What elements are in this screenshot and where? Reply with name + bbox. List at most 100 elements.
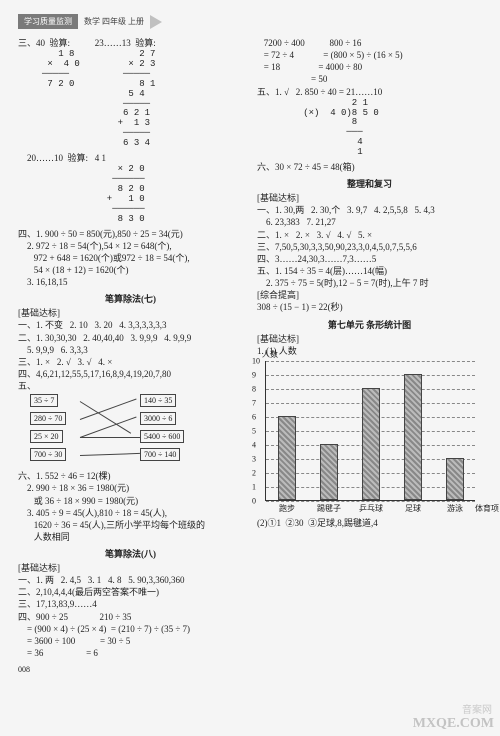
section-title: 整理和复习 xyxy=(257,177,482,190)
y-tick-label: 0 xyxy=(252,496,256,505)
subheading: [基础达标] xyxy=(257,333,482,345)
section-title: 笔算除法(八) xyxy=(18,547,243,560)
text-line: 一、1. 30,两 2. 30,个 3. 9,7 4. 2,5,5,8 5. 4… xyxy=(257,204,482,216)
text-line: 308 ÷ (15 − 1) = 22(秒) xyxy=(257,301,482,313)
calc-block: × 2 0 ────── 8 2 0 + 1 0 ────── 8 3 0 xyxy=(42,165,243,224)
text-line: 2. 375 ÷ 75 = 5(时),12 − 5 = 7(时),上午 7 时 xyxy=(257,277,482,289)
watermark-text: MXQE.COM xyxy=(413,716,494,732)
match-box: 3000 ÷ 6 xyxy=(140,412,176,425)
text-line: 五、1. 154 ÷ 35 = 4(层)……14(幅) xyxy=(257,265,482,277)
text-line: 3. 16,18,15 xyxy=(18,276,243,288)
text-line: 三、1. × 2. √ 3. √ 4. × xyxy=(18,356,243,368)
text-line: 人数相同 xyxy=(18,531,243,543)
text-line: 二、2,10,4,4,4(最后两空答案不唯一) xyxy=(18,586,243,598)
text-line: 四、3……24,30,3……7,3……5 xyxy=(257,253,482,265)
calc-block: 1 8 2 7 × 4 0 × 2 3 ───── ───── 7 2 0 8 … xyxy=(42,50,243,149)
text-line: 一、1. 不变 2. 10 3. 20 4. 3,3,3,3,3,3 xyxy=(18,319,243,331)
y-tick-label: 7 xyxy=(252,398,256,407)
x-axis-title: 体育项目 xyxy=(475,503,500,514)
columns: 三、40 验算: 23……13 验算: 1 8 2 7 × 4 0 × 2 3 … xyxy=(18,37,482,659)
gridline xyxy=(266,501,475,502)
chevron-right-icon xyxy=(150,15,162,29)
bar xyxy=(320,444,338,500)
match-box: 280 ÷ 70 xyxy=(30,412,66,425)
page-header: 学习质量监测 数学 四年级 上册 xyxy=(18,14,482,29)
text-line: 四、1. 900 ÷ 50 = 850(元),850 ÷ 25 = 34(元) xyxy=(18,228,243,240)
subheading: [基础达标] xyxy=(18,307,243,319)
bar-chart: 人数 体育项目 012345678910跑步踢毽子乒乓球足球游泳 xyxy=(265,361,475,501)
subheading: [综合提高] xyxy=(257,289,482,301)
text-line: 5. 9,9,9 6. 3,3,3 xyxy=(18,344,243,356)
text-line: = 36 = 6 xyxy=(18,647,243,659)
text-line: 六、30 × 72 ÷ 45 = 48(箱) xyxy=(257,161,482,173)
text-line: = 72 ÷ 4 = (800 × 5) ÷ (16 × 5) xyxy=(257,49,482,61)
text-line: 三、17,13,83,9……4 xyxy=(18,598,243,610)
y-tick-label: 9 xyxy=(252,370,256,379)
text-line: 四、4,6,21,12,55,5,17,16,8,9,4,19,20,7,80 xyxy=(18,368,243,380)
match-line xyxy=(80,399,137,420)
match-line xyxy=(80,437,140,438)
left-column: 三、40 验算: 23……13 验算: 1 8 2 7 × 4 0 × 2 3 … xyxy=(18,37,243,659)
x-tick-label: 乒乓球 xyxy=(359,503,383,514)
text-line: 2. 972 ÷ 18 = 54(个),54 × 12 = 648(个), xyxy=(18,240,243,252)
right-column: 7200 ÷ 400 800 ÷ 16 = 72 ÷ 4 = (800 × 5)… xyxy=(257,37,482,659)
text-line: = 3600 ÷ 100 = 30 ÷ 5 xyxy=(18,635,243,647)
match-box: 5400 ÷ 600 xyxy=(140,430,184,443)
text-line: 2. 990 ÷ 18 × 36 = 1980(元) xyxy=(18,482,243,494)
text-line: 54 × (18 + 12) = 1620(个) xyxy=(18,264,243,276)
text-line: 或 36 ÷ 18 × 990 = 1980(元) xyxy=(18,495,243,507)
bar xyxy=(404,374,422,500)
text-line: = (900 × 4) ÷ (25 × 4) = (210 ÷ 7) ÷ (35… xyxy=(18,623,243,635)
y-axis-title: 人数 xyxy=(262,349,278,360)
bar xyxy=(278,416,296,500)
bar xyxy=(362,388,380,500)
text-line: 20……10 验算: 4 1 xyxy=(18,152,243,164)
calc-block: 2 1 (×) 4 0)8 5 0 8 ─── 4 1 xyxy=(287,99,482,158)
text-line: 7200 ÷ 400 800 ÷ 16 xyxy=(257,37,482,49)
match-line xyxy=(80,453,140,456)
header-band: 学习质量监测 xyxy=(18,14,78,29)
text-line: 3. 405 ÷ 9 = 45(人),810 ÷ 18 = 45(人), xyxy=(18,507,243,519)
text-line: 二、1. 30,30,30 2. 40,40,40 3. 9,9,9 4. 9,… xyxy=(18,332,243,344)
text-line: 六、1. 552 ÷ 46 = 12(棵) xyxy=(18,470,243,482)
text-line: 三、7,50,5,30,3,3,50,90,23,3,0,4,5,0,7,5,5… xyxy=(257,241,482,253)
text-line: = 18 = 4000 ÷ 80 xyxy=(257,61,482,73)
text-line: 五、1. √ 2. 850 ÷ 40 = 21……10 xyxy=(257,86,482,98)
matching-diagram: 35 ÷ 7 280 ÷ 70 25 × 20 700 ÷ 30 140 ÷ 3… xyxy=(30,394,243,466)
y-tick-label: 2 xyxy=(252,468,256,477)
match-line xyxy=(80,401,131,434)
y-tick-label: 10 xyxy=(252,356,260,365)
match-box: 140 ÷ 35 xyxy=(140,394,176,407)
text-line: 五、 xyxy=(18,380,243,392)
text-line: = 50 xyxy=(257,73,482,85)
section-title: 笔算除法(七) xyxy=(18,292,243,305)
x-tick-label: 踢毽子 xyxy=(317,503,341,514)
y-tick-label: 5 xyxy=(252,426,256,435)
gridline xyxy=(266,375,475,376)
page: 学习质量监测 数学 四年级 上册 三、40 验算: 23……13 验算: 1 8… xyxy=(0,0,500,682)
subheading: [基础达标] xyxy=(18,562,243,574)
x-tick-label: 游泳 xyxy=(443,503,467,514)
header-sub: 数学 四年级 上册 xyxy=(84,16,144,27)
x-tick-label: 跑步 xyxy=(275,503,299,514)
match-box: 700 ÷ 140 xyxy=(140,448,180,461)
y-tick-label: 3 xyxy=(252,454,256,463)
y-tick-label: 6 xyxy=(252,412,256,421)
text-line: 972 + 648 = 1620(个)或972 ÷ 18 = 54(个), xyxy=(18,252,243,264)
match-box: 700 ÷ 30 xyxy=(30,448,66,461)
text-line: 1620 ÷ 36 = 45(人),三所小学平均每个班级的 xyxy=(18,519,243,531)
match-box: 25 × 20 xyxy=(30,430,63,443)
text-line: 一、1. 两 2. 4,5 3. 1 4. 8 5. 90,3,360,360 xyxy=(18,574,243,586)
page-number: 008 xyxy=(18,665,482,674)
text-line: 四、900 ÷ 25 210 ÷ 35 xyxy=(18,611,243,623)
section-title: 第七单元 条形统计图 xyxy=(257,318,482,331)
y-tick-label: 4 xyxy=(252,440,256,449)
watermark-text: 音案网 xyxy=(462,701,492,716)
text-line: (2)①1 ②30 ③足球,8,踢毽道,4 xyxy=(257,517,482,529)
y-tick-label: 1 xyxy=(252,482,256,491)
y-tick-label: 8 xyxy=(252,384,256,393)
gridline xyxy=(266,361,475,362)
text-line: 1. (1) 人数 xyxy=(257,345,482,357)
match-box: 35 ÷ 7 xyxy=(30,394,58,407)
text-line: 三、40 验算: 23……13 验算: xyxy=(18,37,243,49)
